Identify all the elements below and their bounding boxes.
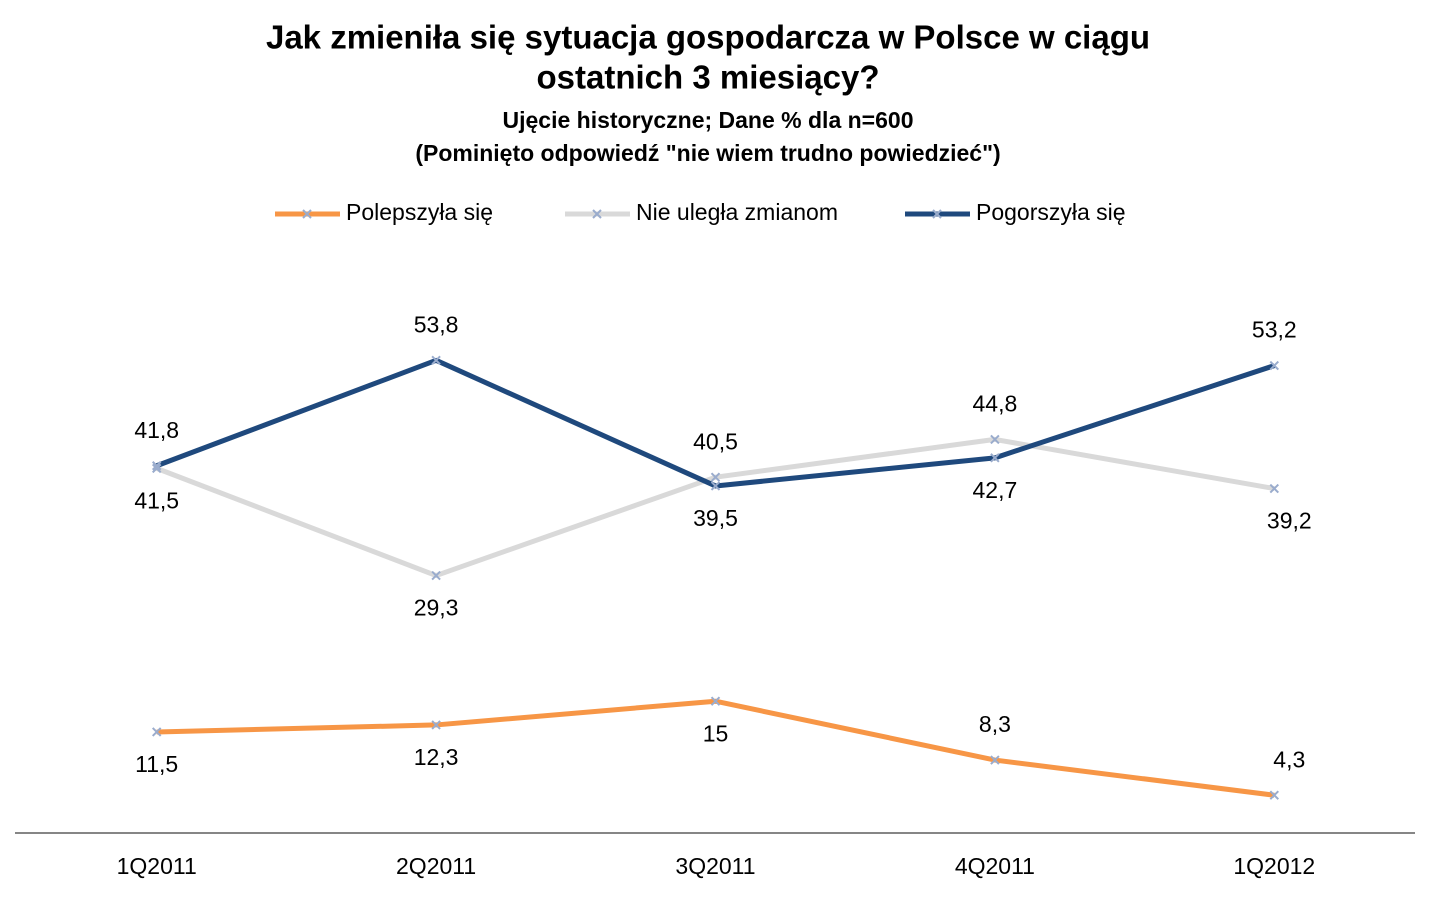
x-tick-label: 2Q2011: [396, 853, 476, 879]
legend-label: Pogorszyła się: [976, 199, 1126, 225]
point-marker: [990, 434, 1000, 445]
data-label: 39,2: [1267, 508, 1312, 534]
data-label: 8,3: [979, 711, 1011, 737]
x-tick-label: 1Q2012: [1233, 853, 1315, 879]
data-label: 44,8: [973, 390, 1018, 416]
data-label: 41,8: [134, 417, 179, 443]
legend-marker: [302, 209, 312, 219]
point-marker: [431, 355, 441, 366]
chart-subtitle: Ujęcie historyczne; Dane % dla n=600: [503, 107, 914, 133]
series-line: [155, 357, 1276, 489]
point-marker: [710, 696, 721, 706]
data-label: 12,3: [414, 744, 459, 770]
series-line: [156, 698, 1275, 798]
chart-title: ostatnich 3 miesiący?: [537, 59, 880, 96]
point-marker: [1269, 790, 1280, 800]
data-label: 15: [703, 720, 729, 746]
data-label: 4,3: [1273, 746, 1305, 772]
legend-marker: [932, 209, 942, 219]
chart-title: Jak zmieniła się sytuacja gospodarcza w …: [266, 19, 1150, 56]
point-marker: [151, 461, 162, 471]
data-label: 53,8: [414, 311, 459, 337]
x-tick-label: 1Q2011: [117, 853, 197, 879]
point-marker: [1269, 360, 1280, 371]
point-marker: [151, 727, 162, 737]
point-marker: [710, 481, 721, 491]
point-marker: [710, 472, 721, 482]
data-label: 53,2: [1252, 317, 1297, 343]
x-tick-label: 3Q2011: [675, 853, 755, 879]
legend-label: Polepszyła się: [346, 199, 493, 225]
point-marker: [990, 453, 1000, 463]
legend-label: Nie uległa zmianom: [636, 199, 838, 225]
data-label: 39,5: [693, 505, 738, 531]
data-label: 11,5: [135, 751, 178, 777]
point-marker: [431, 720, 441, 730]
legend-marker: [592, 209, 602, 219]
data-label: 41,5: [134, 487, 179, 513]
point-marker: [431, 570, 441, 581]
x-tick-label: 4Q2011: [955, 853, 1035, 879]
point-marker: [1269, 483, 1280, 494]
data-label: 40,5: [693, 428, 738, 454]
data-label: 29,3: [414, 595, 459, 621]
point-marker: [990, 755, 1000, 765]
chart-subtitle: (Pominięto odpowiedź "nie wiem trudno po…: [415, 140, 1000, 166]
data-label: 42,7: [973, 477, 1018, 503]
point-marker: [151, 463, 162, 474]
